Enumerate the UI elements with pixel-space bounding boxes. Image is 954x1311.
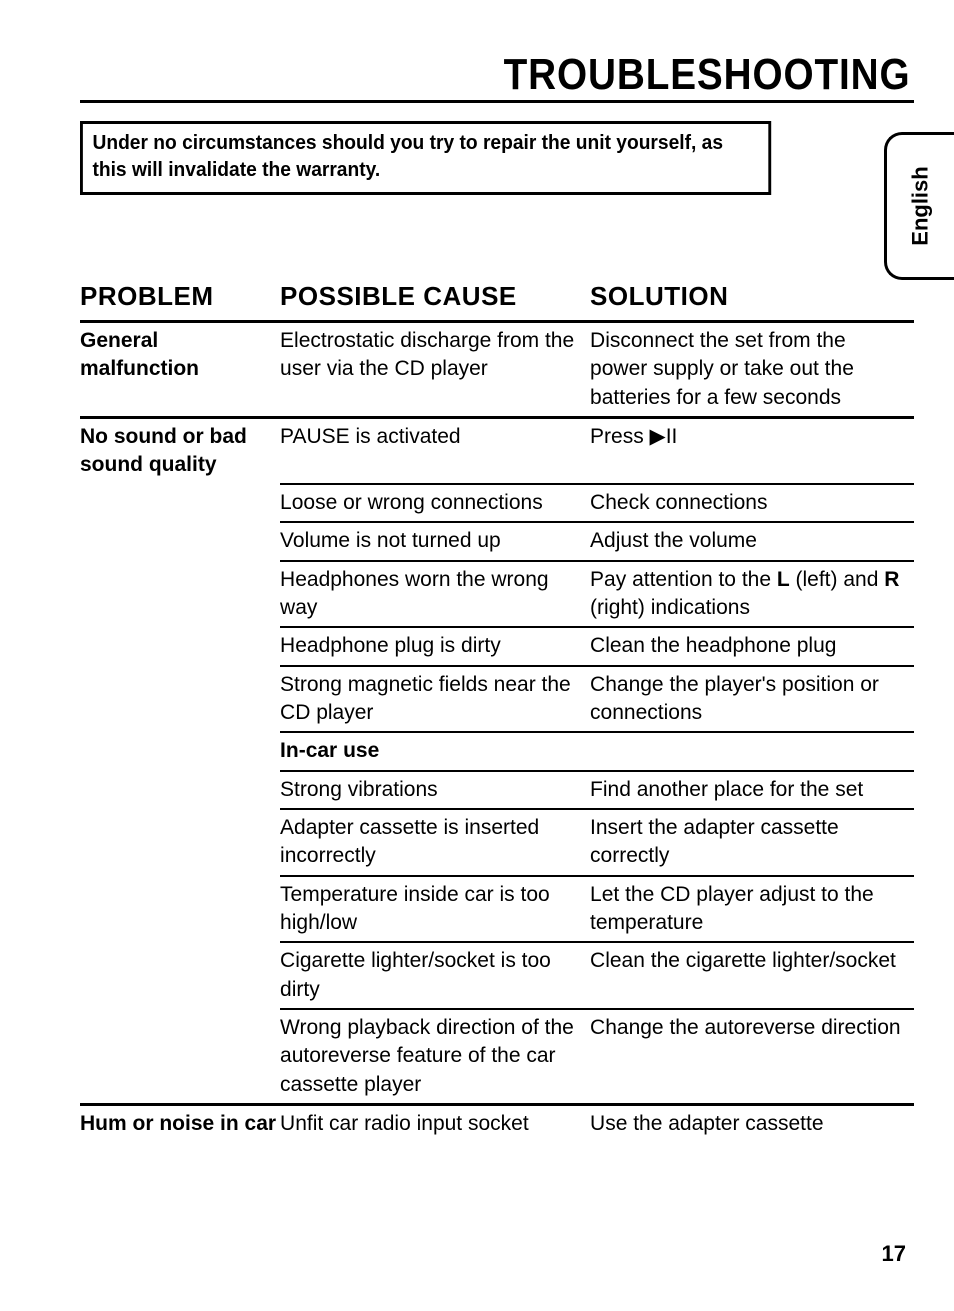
table-body: General malfunction Electrostatic dischar… (80, 322, 914, 1143)
troubleshoot-table: PROBLEM POSSIBLE CAUSE SOLUTION General … (80, 275, 914, 1142)
problem-cell (80, 732, 280, 770)
problem-cell (80, 666, 280, 733)
cause-cell: Unfit car radio input socket (280, 1105, 590, 1143)
solution-cell: Pay attention to the L (left) and R (rig… (590, 561, 914, 628)
cause-cell: Wrong playback direction of the autoreve… (280, 1009, 590, 1105)
table-row: Hum or noise in carUnfit car radio input… (80, 1105, 914, 1143)
header-problem: PROBLEM (80, 275, 280, 322)
solution-cell: Use the adapter cassette (590, 1105, 914, 1143)
header-cause: POSSIBLE CAUSE (280, 275, 590, 322)
header-solution: SOLUTION (590, 275, 914, 322)
solution-cell: Insert the adapter cassette correctly (590, 809, 914, 876)
table-row: Loose or wrong connectionsCheck connecti… (80, 484, 914, 522)
solution-cell: Check connections (590, 484, 914, 522)
content-area: PROBLEM POSSIBLE CAUSE SOLUTION General … (80, 275, 914, 1142)
cause-cell: Electrostatic discharge from the user vi… (280, 322, 590, 418)
cause-cell: Volume is not turned up (280, 522, 590, 560)
table-row: Cigarette lighter/socket is too dirtyCle… (80, 942, 914, 1009)
table-row: Strong vibrationsFind another place for … (80, 771, 914, 809)
cause-cell: In-car use (280, 732, 590, 770)
problem-cell: General malfunction (80, 322, 280, 418)
table-row: In-car use (80, 732, 914, 770)
table-row: Temperature inside car is too high/lowLe… (80, 876, 914, 943)
problem-cell (80, 627, 280, 665)
title-rule: TROUBLESHOOTING (80, 50, 914, 103)
solution-cell: Adjust the volume (590, 522, 914, 560)
solution-cell: Clean the cigarette lighter/socket (590, 942, 914, 1009)
table-row: Strong magnetic fields near the CD playe… (80, 666, 914, 733)
cause-cell: Headphone plug is dirty (280, 627, 590, 665)
cause-cell: Adapter cassette is inserted incorrectly (280, 809, 590, 876)
table-row: No sound or bad sound quality PAUSE is ac… (80, 418, 914, 484)
page-title: TROUBLESHOOTING (180, 50, 914, 100)
page: TROUBLESHOOTING Under no circumstances s… (0, 0, 954, 1311)
table-row: Volume is not turned upAdjust the volume (80, 522, 914, 560)
problem-cell (80, 876, 280, 943)
language-tab: English (884, 132, 954, 280)
problem-cell (80, 809, 280, 876)
problem-label: Hum or noise in car (80, 1112, 276, 1135)
solution-cell: Let the CD player adjust to the temperat… (590, 876, 914, 943)
problem-cell (80, 522, 280, 560)
problem-cell (80, 1009, 280, 1105)
table-row: General malfunction Electrostatic dischar… (80, 322, 914, 418)
table-row: Wrong playback direction of the autoreve… (80, 1009, 914, 1105)
problem-label: No sound or bad sound quality (80, 425, 247, 476)
solution-cell: Change the autoreverse direction (590, 1009, 914, 1105)
solution-cell: Find another place for the set (590, 771, 914, 809)
warning-box: Under no circumstances should you try to… (80, 121, 771, 195)
language-label: English (908, 166, 934, 245)
problem-cell: No sound or bad sound quality (80, 418, 280, 484)
problem-cell (80, 484, 280, 522)
problem-cell (80, 561, 280, 628)
table-row: Headphone plug is dirtyClean the headpho… (80, 627, 914, 665)
cause-cell: Strong vibrations (280, 771, 590, 809)
solution-cell: Change the player's position or connecti… (590, 666, 914, 733)
solution-cell: Clean the headphone plug (590, 627, 914, 665)
problem-label: General malfunction (80, 329, 199, 380)
page-number: 17 (882, 1241, 906, 1267)
problem-cell (80, 771, 280, 809)
cause-cell: Cigarette lighter/socket is too dirty (280, 942, 590, 1009)
table-row: Headphones worn the wrong wayPay attenti… (80, 561, 914, 628)
solution-cell (590, 732, 914, 770)
cause-cell: Strong magnetic fields near the CD playe… (280, 666, 590, 733)
cause-cell: Loose or wrong connections (280, 484, 590, 522)
solution-cell: Press ▶II (590, 418, 914, 484)
problem-cell (80, 942, 280, 1009)
cause-cell: Headphones worn the wrong way (280, 561, 590, 628)
cause-cell: Temperature inside car is too high/low (280, 876, 590, 943)
cause-cell: PAUSE is activated (280, 418, 590, 484)
solution-cell: Disconnect the set from the power supply… (590, 322, 914, 418)
table-row: Adapter cassette is inserted incorrectly… (80, 809, 914, 876)
table-header-row: PROBLEM POSSIBLE CAUSE SOLUTION (80, 275, 914, 322)
problem-cell: Hum or noise in car (80, 1105, 280, 1143)
